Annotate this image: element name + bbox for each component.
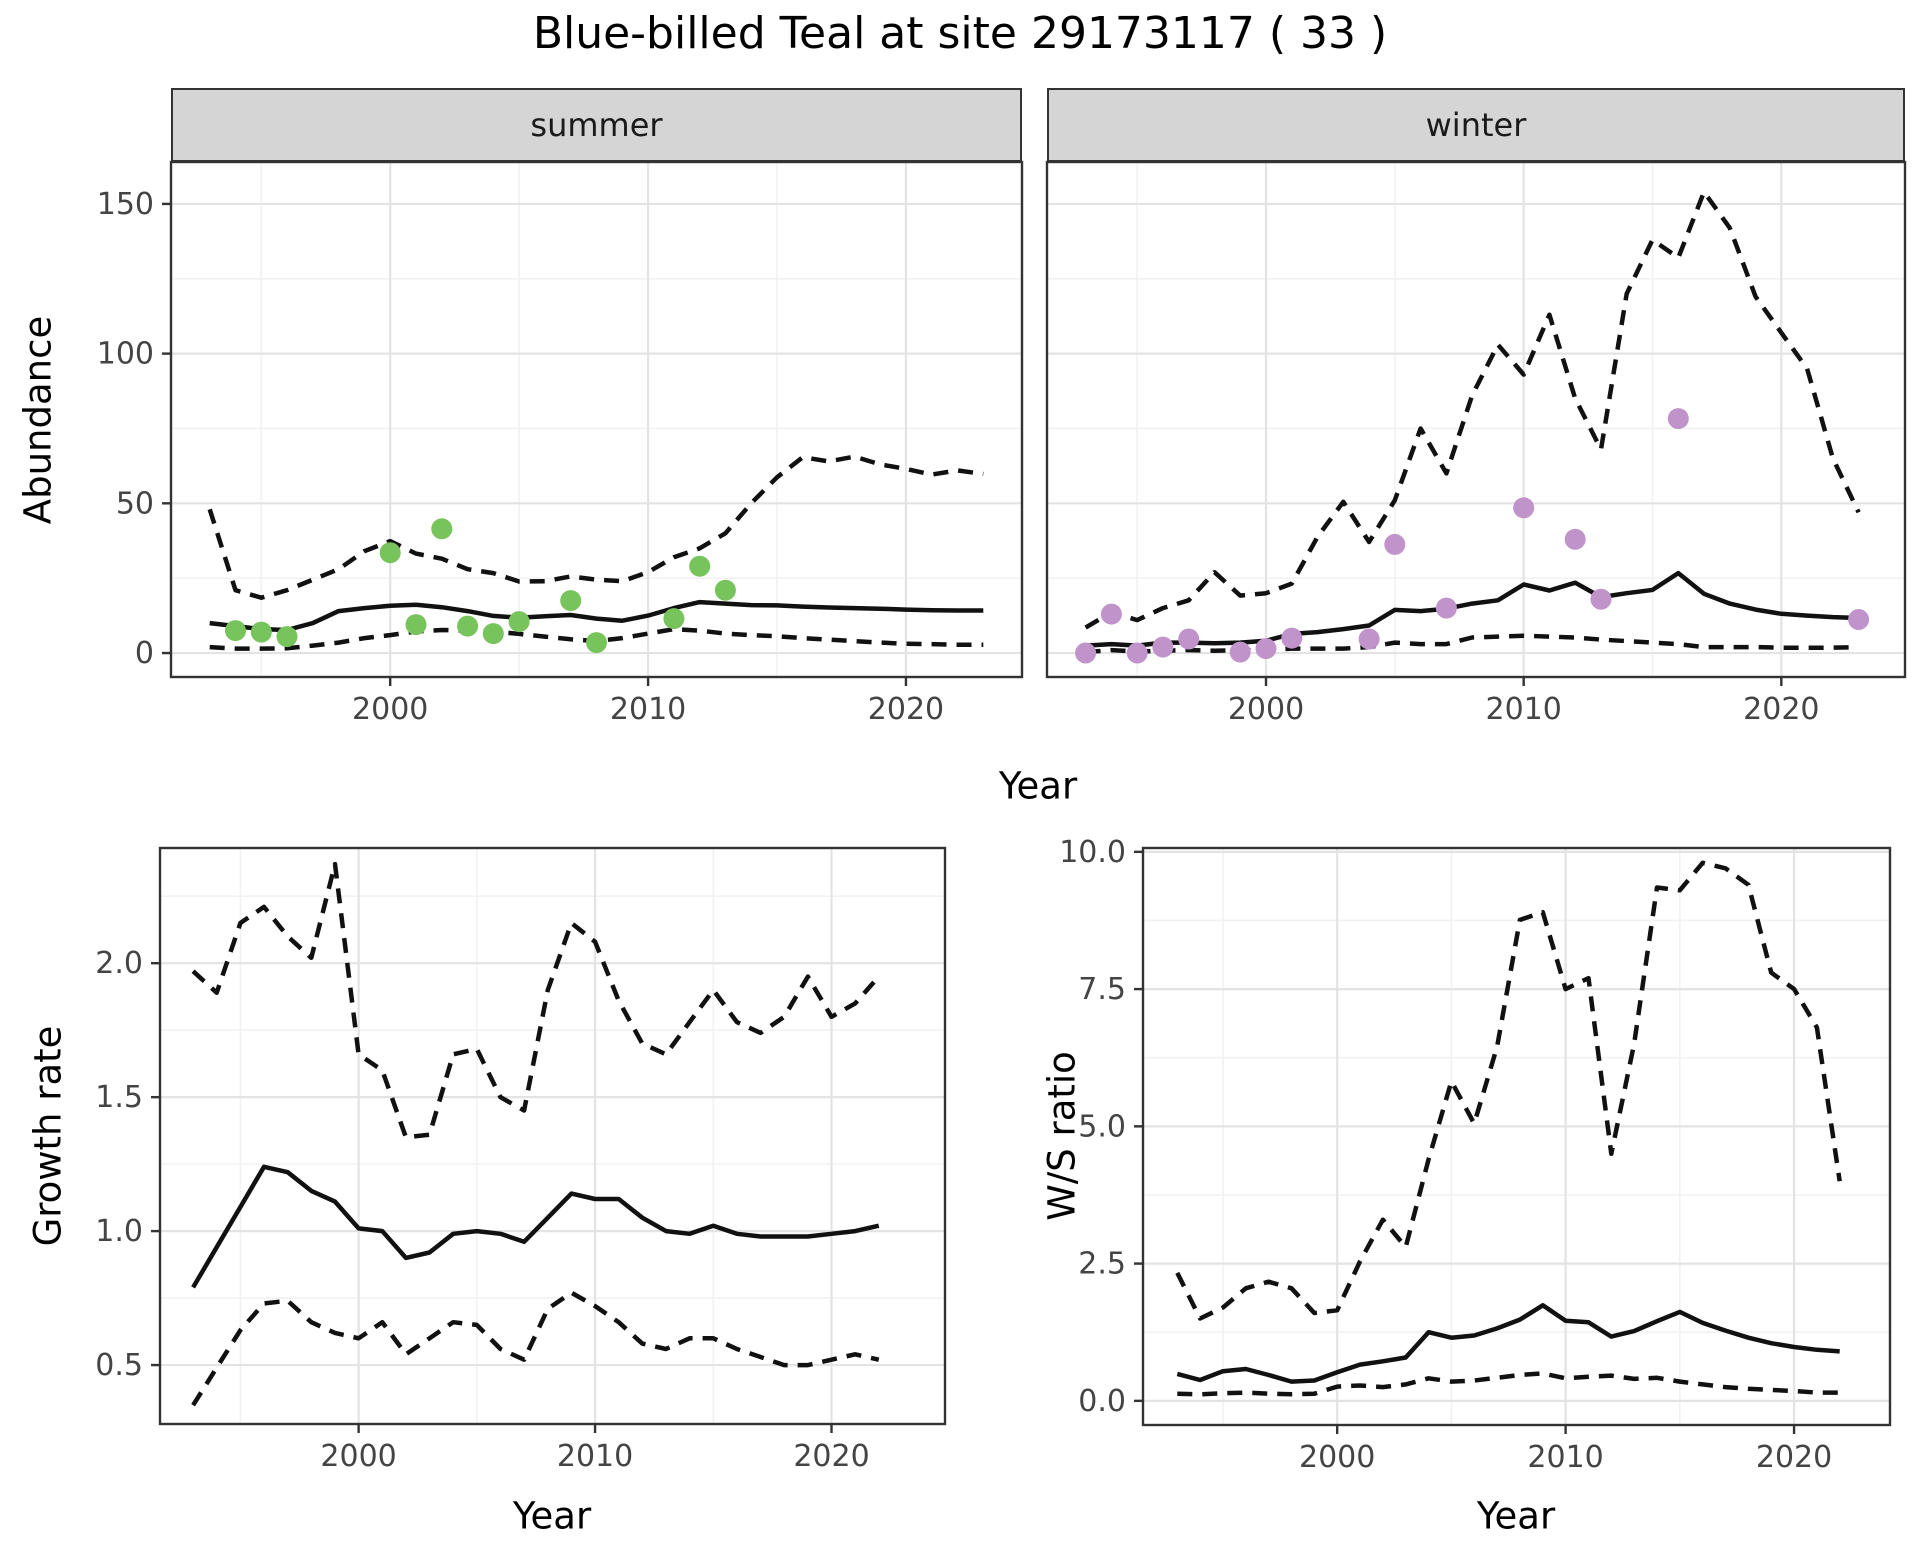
y-axis-ticks-abundance-summer: 0 50 100 150 — [97, 187, 171, 671]
data-point-observed-counts — [1255, 638, 1277, 660]
y-tick-label: 10.0 — [1059, 835, 1126, 870]
x-tick-label: 2010 — [1527, 1440, 1603, 1475]
x-axis-ticks-abundance-summer: 2000 2010 2020 — [352, 677, 944, 727]
data-point-observed-counts — [1848, 609, 1870, 630]
y-axis-title-abundance: Abundance — [16, 315, 60, 525]
x-axis-ticks-ws-ratio: 2000 2010 2020 — [1299, 1425, 1832, 1475]
data-point-observed-counts — [1590, 588, 1612, 610]
y-tick-label: 0.5 — [95, 1348, 143, 1383]
data-point-observed-counts — [1126, 642, 1148, 664]
chart-title: Blue-billed Teal at site 29173117 ( 33 ) — [532, 8, 1388, 59]
panel-border — [1141, 846, 1892, 1427]
data-point-observed-counts — [1178, 628, 1200, 650]
x-tick-label: 2020 — [1756, 1440, 1832, 1475]
y-tick-label: 1.0 — [95, 1214, 143, 1249]
panel-border — [1045, 160, 1907, 679]
y-tick-label: 5.0 — [1078, 1109, 1126, 1144]
y-tick-label: 2.0 — [95, 946, 143, 981]
data-point-observed-counts — [1667, 408, 1689, 430]
data-point-observed-counts — [379, 542, 401, 564]
x-axis-title-year-ws: Year — [1476, 1494, 1556, 1538]
panel-abundance-winter: 2000 2010 2020 — [1045, 160, 1907, 727]
y-tick-label: 1.5 — [95, 1080, 143, 1115]
y-tick-label: 100 — [97, 337, 154, 372]
series-upper-95ci — [1175, 860, 1842, 1321]
x-axis-ticks-growth-rate: 2000 2010 2020 — [320, 1424, 870, 1474]
y-axis-title-growth-rate: Growth rate — [26, 1025, 70, 1247]
x-tick-label: 2000 — [352, 692, 428, 727]
series-upper-95ci — [1084, 189, 1861, 630]
y-tick-label: 0 — [135, 636, 154, 671]
x-axis-ticks-abundance-winter: 2000 2010 2020 — [1228, 677, 1820, 727]
data-point-observed-counts — [560, 590, 582, 612]
y-tick-label: 2.5 — [1078, 1247, 1126, 1282]
facet-strip-winter: winter — [1047, 88, 1905, 162]
series-median — [1176, 1303, 1840, 1384]
y-tick-label: 50 — [116, 486, 154, 521]
facet-label-summer: summer — [530, 106, 663, 144]
x-tick-label: 2020 — [868, 692, 944, 727]
x-tick-label: 2000 — [1228, 692, 1304, 727]
panel-abundance-summer: 2000 2010 2020 0 50 100 150 — [97, 160, 1024, 727]
x-axis-title-year-top: Year — [998, 764, 1078, 808]
y-tick-label: 0.0 — [1078, 1384, 1126, 1419]
data-point-observed-counts — [457, 615, 479, 637]
panel-ws-ratio: 2000 2010 2020 0.0 2.5 5.0 7.5 10.0 — [1059, 835, 1892, 1475]
x-tick-label: 2010 — [610, 692, 686, 727]
data-point-observed-counts — [1281, 627, 1303, 649]
panel-border — [169, 160, 1024, 679]
x-tick-label: 2000 — [320, 1439, 396, 1474]
data-point-observed-counts — [689, 555, 711, 577]
y-axis-ticks-ws-ratio: 0.0 2.5 5.0 7.5 10.0 — [1059, 835, 1143, 1419]
data-point-observed-counts — [1100, 603, 1122, 625]
data-point-observed-counts — [431, 518, 453, 540]
x-tick-label: 2020 — [793, 1439, 869, 1474]
data-point-observed-counts — [1564, 528, 1586, 550]
y-tick-label: 150 — [97, 187, 154, 222]
data-point-observed-counts — [482, 623, 504, 645]
x-tick-label: 2010 — [1485, 692, 1561, 727]
data-point-observed-counts — [1152, 636, 1174, 658]
series-median — [191, 1164, 880, 1289]
x-axis-title-year-growth: Year — [512, 1494, 592, 1538]
data-point-observed-counts — [250, 621, 272, 643]
data-point-observed-counts — [1384, 533, 1406, 555]
y-axis-title-ws-ratio: W/S ratio — [1040, 1051, 1084, 1221]
data-point-observed-counts — [663, 608, 685, 630]
facet-strip-summer: summer — [171, 88, 1022, 162]
series-median — [209, 599, 984, 633]
y-tick-label: 7.5 — [1078, 972, 1126, 1007]
data-point-observed-counts — [405, 614, 427, 636]
series-lower-95ci — [1177, 1371, 1840, 1397]
x-tick-label: 2010 — [557, 1439, 633, 1474]
series-lower-95ci — [1085, 633, 1859, 655]
y-axis-ticks-growth-rate: 0.5 1.0 1.5 2.0 — [95, 946, 160, 1383]
series-median — [1085, 570, 1859, 648]
data-point-observed-counts — [586, 632, 607, 654]
data-point-observed-counts — [714, 579, 736, 601]
panel-growth-rate: 2000 2010 2020 0.5 1.0 1.5 2.0 — [95, 846, 947, 1474]
data-point-observed-counts — [1075, 642, 1097, 664]
data-point-observed-counts — [1358, 628, 1380, 650]
panel-border — [158, 846, 947, 1426]
data-point-observed-counts — [225, 620, 246, 642]
data-point-observed-counts — [276, 626, 298, 648]
data-point-observed-counts — [1513, 497, 1535, 519]
data-point-observed-counts — [1229, 641, 1251, 663]
x-tick-label: 2020 — [1743, 692, 1819, 727]
data-point-observed-counts — [508, 611, 530, 633]
data-point-observed-counts — [1435, 597, 1457, 619]
x-tick-label: 2000 — [1299, 1440, 1375, 1475]
facet-label-winter: winter — [1425, 106, 1527, 144]
